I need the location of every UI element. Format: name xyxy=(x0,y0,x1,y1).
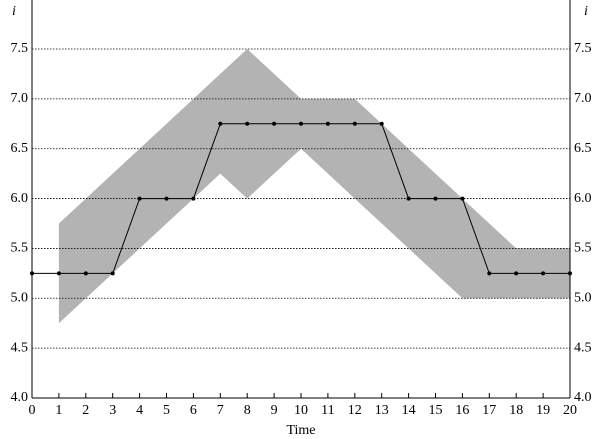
point xyxy=(299,121,303,126)
y-axis-label: i xyxy=(12,4,16,19)
point xyxy=(325,121,330,126)
x-tick-label: 10 xyxy=(294,403,308,418)
y-tick-label: 7.0 xyxy=(11,91,29,106)
x-tick-label: 0 xyxy=(29,403,36,418)
y-tick-label: 6.0 xyxy=(11,191,29,206)
y-tick-label: 5.0 xyxy=(11,291,29,306)
y2-tick-label: 6.0 xyxy=(574,191,592,206)
point xyxy=(568,271,572,276)
x-tick-label: 6 xyxy=(190,403,197,418)
point xyxy=(379,121,384,126)
x-tick-label: 16 xyxy=(455,403,469,418)
x-tick-label: 7 xyxy=(217,403,224,418)
y-tick-label: 6.5 xyxy=(11,141,29,156)
point xyxy=(191,196,196,201)
x-tick-label: 8 xyxy=(244,403,251,418)
y2-tick-label: 6.5 xyxy=(574,141,592,156)
x-tick-label: 1 xyxy=(55,403,62,418)
x-axis-label: Time xyxy=(286,423,315,438)
y-tick-label: 4.0 xyxy=(11,390,29,405)
band xyxy=(58,49,571,324)
y-tick-label: 4.5 xyxy=(11,340,29,355)
x-tick-label: 4 xyxy=(136,403,143,418)
x-tick-label: 12 xyxy=(348,403,362,418)
point xyxy=(137,196,142,201)
point xyxy=(406,196,411,201)
y-tick-label: 5.5 xyxy=(11,241,29,256)
x-tick-label: 20 xyxy=(563,403,577,418)
point xyxy=(218,121,223,126)
point xyxy=(110,271,115,276)
point xyxy=(56,271,61,276)
x-tick-label: 19 xyxy=(536,403,550,418)
point xyxy=(83,271,88,276)
x-tick-label: 14 xyxy=(402,403,416,418)
point xyxy=(245,121,250,126)
point xyxy=(433,196,438,201)
x-tick-label: 11 xyxy=(321,403,334,418)
y2-tick-label: 4.0 xyxy=(574,390,592,405)
x-tick-label: 5 xyxy=(163,403,170,418)
x-tick-label: 2 xyxy=(82,403,89,418)
x-tick-label: 9 xyxy=(271,403,278,418)
y2-tick-label: 7.5 xyxy=(574,41,592,56)
x-tick-label: 3 xyxy=(109,403,116,418)
point xyxy=(460,196,465,201)
point xyxy=(164,196,169,201)
y-tick-label: 7.5 xyxy=(11,41,29,56)
point xyxy=(514,271,519,276)
x-tick-label: 17 xyxy=(482,403,496,418)
y2-tick-label: 5.5 xyxy=(574,241,592,256)
point xyxy=(541,271,546,276)
x-tick-label: 13 xyxy=(375,403,389,418)
x-tick-label: 18 xyxy=(509,403,523,418)
y2-tick-label: 5.0 xyxy=(574,291,592,306)
point xyxy=(30,271,34,276)
y2-axis-label: i xyxy=(584,4,588,19)
y2-tick-label: 4.5 xyxy=(574,340,592,355)
x-tick-label: 15 xyxy=(429,403,443,418)
point xyxy=(272,121,277,126)
y2-tick-label: 7.0 xyxy=(574,91,592,106)
point xyxy=(487,271,492,276)
point xyxy=(352,121,357,126)
